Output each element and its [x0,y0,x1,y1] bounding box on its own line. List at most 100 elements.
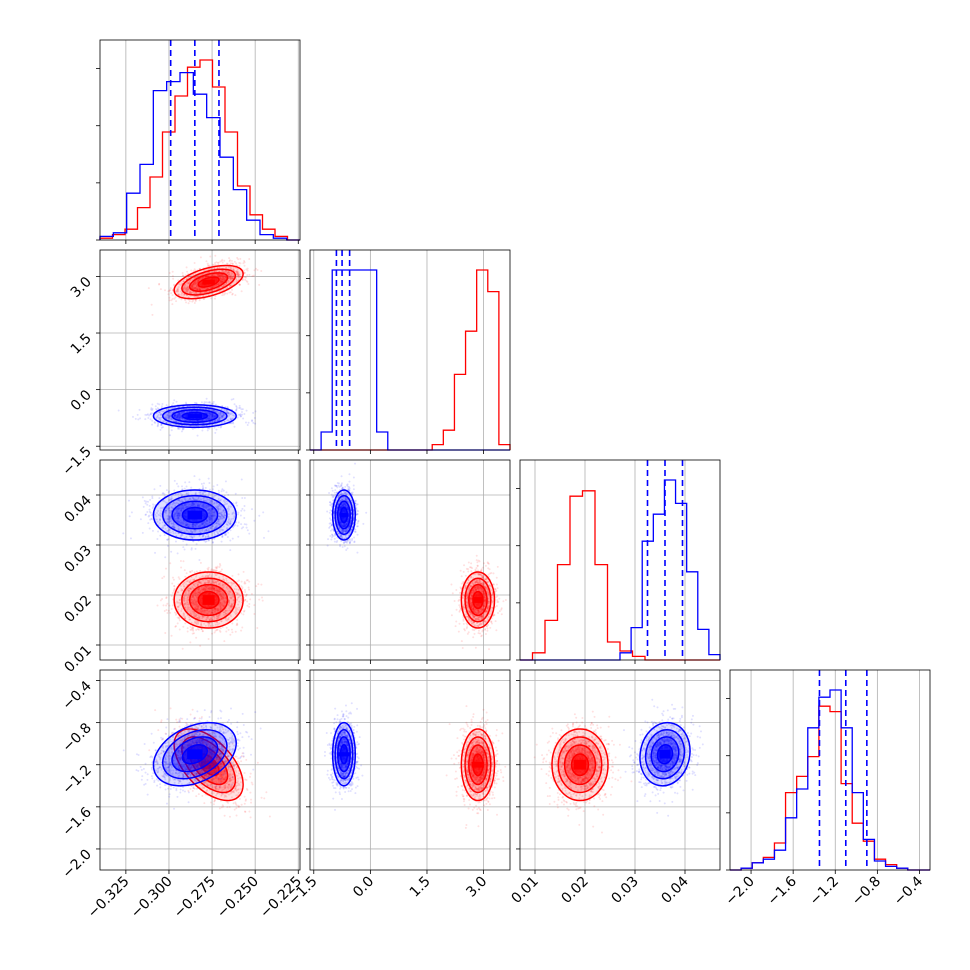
sample-point [225,630,228,633]
sample-point [239,257,242,260]
sample-point [219,280,222,283]
sample-point [220,411,223,414]
sample-point [193,282,196,285]
sample-point [206,287,209,290]
sample-point [215,269,218,272]
sample-point [150,408,153,411]
sample-point [196,288,199,291]
sample-point [258,283,261,286]
sample-point [216,273,219,276]
sample-point [179,412,182,415]
sample-point [219,276,222,279]
sample-point [214,588,217,591]
sample-point [215,410,218,413]
sample-point [190,285,193,288]
sample-point [235,408,238,411]
sample-point [158,282,161,285]
sample-point [204,581,207,584]
sample-point [191,285,194,288]
sample-point [231,262,234,265]
sample-point [222,278,225,281]
sample-point [197,588,200,591]
sample-point [231,293,234,296]
sample-point [217,616,220,619]
sample-point [214,419,217,422]
panel-0-0 [96,40,300,241]
sample-point [215,288,218,291]
sample-point [176,413,179,416]
sample-point [187,589,190,592]
sample-point [207,418,210,421]
sample-point [178,412,181,415]
sample-point [206,262,209,265]
sample-point [211,632,214,635]
sample-point [165,608,168,611]
sample-point [196,593,199,596]
sample-point [218,590,221,593]
sample-point [244,598,247,601]
sample-point [208,424,211,427]
sample-point [159,534,162,537]
sample-point [181,412,184,415]
sample-point [215,615,218,618]
sample-point [219,412,222,415]
sample-point [209,413,212,416]
sample-point [191,602,194,605]
sample-point [227,273,230,276]
sample-point [209,412,212,415]
sample-point [209,414,212,417]
sample-point [235,262,238,265]
sample-point [205,411,208,414]
sample-point [235,624,238,627]
sample-point [198,288,201,291]
sample-point [218,416,221,419]
sample-point [224,270,227,273]
sample-point [175,417,178,420]
sample-point [192,270,195,273]
sample-point [195,608,198,611]
sample-point [247,421,250,424]
sample-point [154,405,157,408]
sample-point [204,418,207,421]
sample-point [229,266,232,269]
sample-point [213,588,216,591]
sample-point [185,543,188,546]
sample-point [235,599,238,602]
sample-point [201,419,204,422]
sample-point [220,408,223,411]
sample-point [190,291,193,294]
sample-point [193,571,196,574]
sample-point [197,287,200,290]
sample-point [181,274,184,277]
sample-point [232,268,235,271]
sample-point [213,285,216,288]
sample-point [234,607,237,610]
sample-point [174,414,177,417]
sample-point [207,417,210,420]
sample-point [199,277,202,280]
sample-point [170,429,173,432]
sample-point [193,606,196,609]
sample-point [228,602,231,605]
sample-point [224,602,227,605]
sample-point [151,506,154,509]
sample-point [216,621,219,624]
sample-point [221,415,224,418]
sample-point [170,292,173,295]
sample-point [237,272,240,275]
sample-point [193,286,196,289]
sample-point [226,609,229,612]
sample-point [230,274,233,277]
sample-point [193,301,196,304]
sample-point [187,589,190,592]
sample-point [237,274,240,277]
sample-point [225,266,228,269]
sample-point [184,591,187,594]
sample-point [186,286,189,289]
sample-point [208,574,211,577]
sample-point [196,419,199,422]
sample-point [176,552,179,555]
sample-point [174,414,177,417]
sample-point [224,283,227,286]
sample-point [186,627,189,630]
